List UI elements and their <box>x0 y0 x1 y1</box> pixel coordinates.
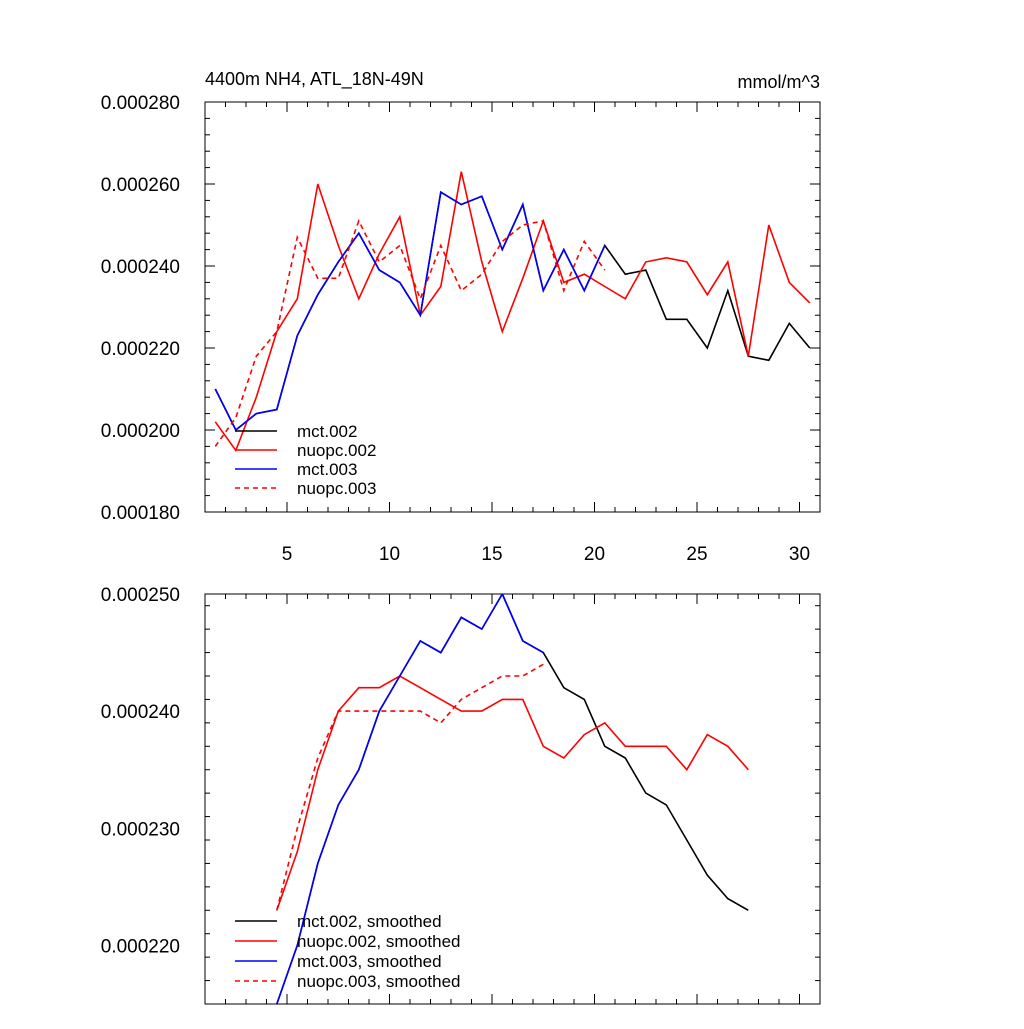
series-line-mct-003-smoothed <box>276 594 544 1004</box>
series-line-nuopc-003-smoothed <box>276 663 544 911</box>
y-tick-label: 0.000280 <box>101 93 180 114</box>
y-tick-label: 0.000240 <box>101 702 180 723</box>
legend-label: mct.002 <box>297 422 357 441</box>
x-tick-label: 15 <box>481 544 502 565</box>
legend-label: mct.002, smoothed <box>297 912 442 931</box>
x-tick-label: 5 <box>282 544 293 565</box>
series-line-nuopc-003 <box>214 218 606 447</box>
legend-label: nuopc.003, smoothed <box>297 972 461 991</box>
y-tick-label: 0.000220 <box>101 339 180 360</box>
legend-label: nuopc.003 <box>297 479 376 498</box>
series-line-nuopc-002-smoothed <box>276 675 749 911</box>
x-tick-label: 20 <box>584 544 605 565</box>
top-panel: 5 10 15 20 25 30 0.000180 0.000200 0.000220 0.000… <box>101 69 821 565</box>
y-tick-label: 0.000200 <box>101 421 180 442</box>
bottom-panel: 0.000220 0.000230 0.000240 0.000250 mct.002,… <box>101 585 821 1005</box>
series-line-nuopc-002 <box>214 171 811 453</box>
y-tick-label: 0.000230 <box>101 819 180 840</box>
chart-title: 4400m NH4, ATL_18N-49N <box>205 69 424 90</box>
y-tick-label: 0.000240 <box>101 257 180 278</box>
legend-label: nuopc.002 <box>297 441 376 460</box>
x-tick-label: 10 <box>379 544 400 565</box>
units-label: mmol/m^3 <box>738 72 820 92</box>
legend-label: mct.003, smoothed <box>297 952 442 971</box>
y-tick-label: 0.000260 <box>101 175 180 196</box>
series-line-mct-003 <box>214 190 606 432</box>
legend-label: mct.003 <box>297 460 357 479</box>
x-tick-label: 25 <box>686 544 707 565</box>
x-tick-label: 30 <box>789 544 810 565</box>
y-tick-label: 0.000180 <box>101 503 180 524</box>
y-tick-label: 0.000220 <box>101 936 180 957</box>
y-tick-label: 0.000250 <box>101 585 180 606</box>
legend-label: nuopc.002, smoothed <box>297 932 461 951</box>
